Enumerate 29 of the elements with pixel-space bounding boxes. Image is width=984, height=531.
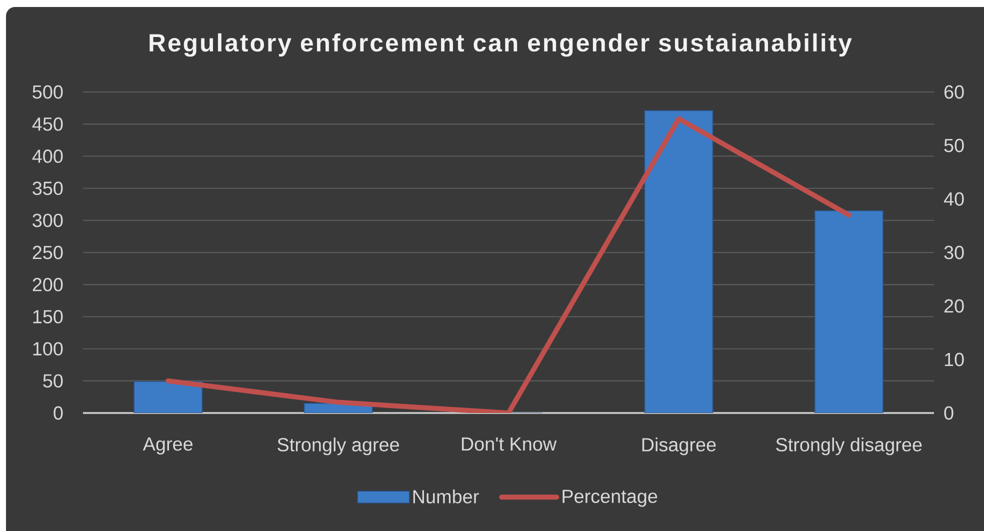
x-tick-label: Strongly agree (278, 438, 399, 456)
y2-tick-label: 60 (944, 85, 964, 99)
y-tick-label: 100 (33, 342, 63, 356)
y-tick-label: 0 (54, 406, 63, 420)
x-tick-label: Strongly disagree (776, 438, 922, 456)
y-tick-label: 400 (32, 150, 63, 163)
y2-tick-label: 0 (944, 406, 954, 420)
y-tick-label: 300 (32, 214, 63, 228)
y2-tick-label: 40 (944, 192, 964, 206)
y-tick-label: 200 (32, 278, 63, 292)
chart-title: Regulatory enforcement can engender sustaianability (150, 33, 852, 57)
legend-label: Number (413, 489, 479, 504)
y2-tick-label: 20 (944, 299, 964, 313)
y2-tick-label: 10 (944, 352, 964, 366)
y-tick-label: 150 (33, 310, 63, 324)
bar (644, 110, 714, 413)
y-tick-label: 350 (32, 182, 63, 196)
legend-label: Percentage (562, 490, 658, 507)
bar (814, 210, 884, 413)
y2-tick-label: 50 (944, 138, 964, 152)
y-tick-label: 500 (32, 85, 63, 99)
y-tick-label: 450 (32, 117, 63, 131)
x-tick-label: Disagree (642, 438, 716, 456)
x-tick-label: Agree (142, 438, 193, 454)
y-tick-label: 50 (43, 374, 63, 388)
y-tick-label: 250 (32, 246, 63, 260)
x-tick-label: Don't Know (462, 438, 557, 451)
y2-tick-label: 30 (944, 246, 964, 260)
bar (134, 381, 203, 413)
